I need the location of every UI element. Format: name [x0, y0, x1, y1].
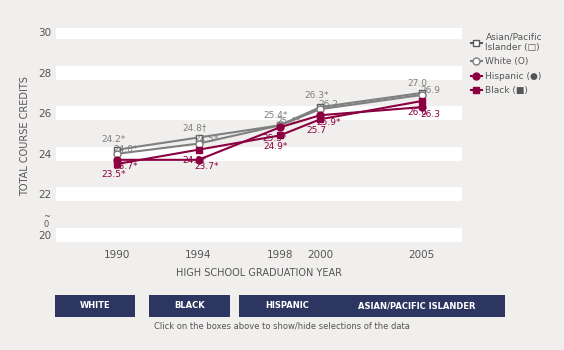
Text: 24.9*: 24.9*: [263, 142, 288, 151]
Text: BLACK: BLACK: [174, 301, 205, 310]
Text: 24.8†: 24.8†: [182, 123, 206, 132]
Text: 25.4*: 25.4*: [263, 111, 288, 120]
FancyBboxPatch shape: [149, 295, 230, 316]
Text: 26.6: 26.6: [408, 107, 428, 117]
Text: 23.7*: 23.7*: [195, 162, 219, 171]
Text: Click on the boxes above to show/hide selections of the data: Click on the boxes above to show/hide se…: [154, 321, 410, 330]
Text: 25.7: 25.7: [306, 126, 326, 135]
Legend: Asian/Pacific
Islander (□), White (O), Hispanic (●), Black (■): Asian/Pacific Islander (□), White (O), H…: [471, 33, 542, 95]
Text: 24.5*: 24.5*: [195, 135, 219, 144]
Text: 26.3*: 26.3*: [304, 91, 328, 100]
Text: 23.5*: 23.5*: [101, 170, 125, 180]
Text: 25.9*: 25.9*: [316, 118, 341, 127]
Text: 27.0: 27.0: [408, 79, 428, 88]
Text: 26.3: 26.3: [420, 110, 440, 119]
Text: 24.2*: 24.2*: [182, 156, 206, 165]
X-axis label: HIGH SCHOOL GRADUATION YEAR: HIGH SCHOOL GRADUATION YEAR: [177, 268, 342, 278]
Text: 24.0*: 24.0*: [113, 145, 138, 154]
FancyBboxPatch shape: [329, 295, 505, 316]
Text: 25.4*: 25.4*: [276, 117, 300, 126]
Text: 23.7*: 23.7*: [113, 162, 138, 171]
Y-axis label: TOTAL COURSE CREDITS: TOTAL COURSE CREDITS: [20, 77, 30, 196]
Text: 26.2: 26.2: [319, 100, 338, 110]
Text: 24.2*: 24.2*: [101, 135, 125, 145]
Text: 26.9: 26.9: [420, 86, 440, 95]
FancyBboxPatch shape: [239, 295, 334, 316]
Text: ASIAN/PACIFIC ISLANDER: ASIAN/PACIFIC ISLANDER: [358, 301, 476, 310]
Text: ~
0: ~ 0: [43, 212, 50, 229]
Text: WHITE: WHITE: [80, 301, 110, 310]
FancyBboxPatch shape: [55, 295, 135, 316]
Text: 25.3*: 25.3*: [262, 134, 287, 143]
Text: HISPANIC: HISPANIC: [265, 301, 309, 310]
